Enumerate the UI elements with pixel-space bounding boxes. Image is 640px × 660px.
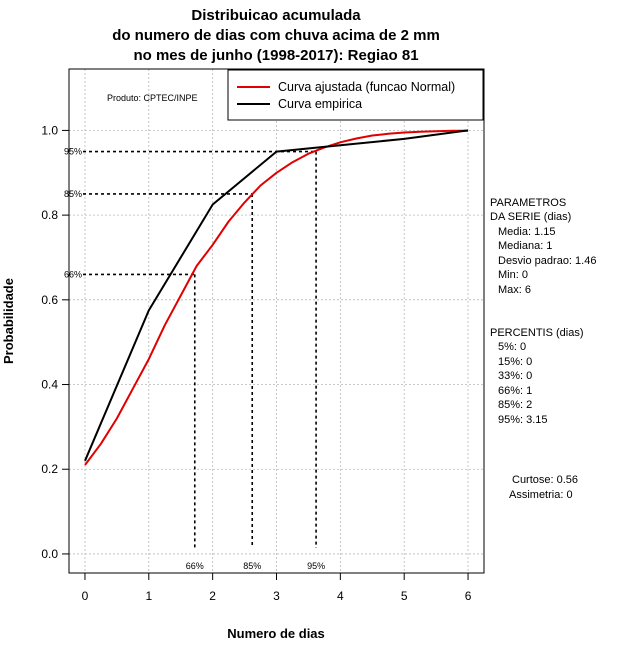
- legend-box: [227, 69, 484, 121]
- percentis-header: PERCENTIS (dias): [490, 327, 584, 339]
- fitted-normal-curve: [84, 129, 468, 466]
- y-tick-label: 0.8: [41, 208, 58, 222]
- percentile-label-bottom: 66%: [186, 561, 204, 571]
- percentile-label-left: 85%: [64, 189, 82, 199]
- x-tick-label: 6: [465, 589, 472, 603]
- x-tick-label: 1: [145, 589, 152, 603]
- y-tick-label: 0.4: [41, 378, 58, 392]
- percentile-label-left: 95%: [64, 147, 82, 157]
- series-lines: [84, 129, 469, 466]
- param-max: Max: 6: [498, 284, 531, 296]
- param-media: Media: 1.15: [498, 226, 555, 238]
- percentil-5: 5%: 0: [498, 341, 526, 353]
- percentil-33: 33%: 0: [498, 370, 532, 382]
- percentil-95: 95%: 3.15: [498, 414, 548, 426]
- legend: Curva ajustada (funcao Normal) Curva emp…: [227, 69, 484, 121]
- axis-ticks: 0 1 2 3 4 5 6 0.0 0.2 0.4 0.6 0.8 1.0: [41, 123, 471, 603]
- y-axis-label: Probabilidade: [1, 278, 16, 364]
- param-min: Min: 0: [498, 269, 528, 281]
- param-mediana: Mediana: 1: [498, 240, 552, 252]
- percentile-label-left: 66%: [64, 269, 82, 279]
- x-tick-label: 5: [401, 589, 408, 603]
- param-desvio: Desvio padrao: 1.46: [498, 255, 596, 267]
- y-tick-label: 0.2: [41, 462, 58, 476]
- assimetria-value: Assimetria: 0: [509, 489, 573, 501]
- y-tick-label: 0.6: [41, 293, 58, 307]
- y-tick-label: 0.0: [41, 547, 58, 561]
- legend-label-empirical: Curva empirica: [278, 97, 362, 111]
- parametros-header-line-1: PARAMETROS: [490, 197, 566, 209]
- chart-title-line-3: no mes de junho (1998-2017): Regiao 81: [133, 47, 418, 64]
- percentil-15: 15%: 0: [498, 356, 532, 368]
- chart-title-line-2: do numero de dias com chuva acima de 2 m…: [112, 27, 440, 44]
- percentil-85: 85%: 2: [498, 399, 532, 411]
- percentile-guides: 66% 66% 85% 85% 95% 95%: [64, 147, 325, 571]
- empirical-curve: [84, 129, 469, 462]
- side-panel: PARAMETROS DA SERIE (dias) Media: 1.15 M…: [490, 197, 596, 501]
- parametros-header-line-2: DA SERIE (dias): [490, 211, 571, 223]
- percentil-66: 66%: 1: [498, 385, 532, 397]
- legend-label-fitted: Curva ajustada (funcao Normal): [278, 80, 455, 94]
- chart-title-line-1: Distribuicao acumulada: [191, 7, 361, 24]
- x-tick-label: 2: [209, 589, 216, 603]
- x-axis-label: Numero de dias: [227, 626, 325, 641]
- x-tick-label: 3: [273, 589, 280, 603]
- curtose-value: Curtose: 0.56: [512, 474, 578, 486]
- percentile-label-bottom: 85%: [243, 561, 261, 571]
- percentile-label-bottom: 95%: [307, 561, 325, 571]
- grid-lines: [69, 69, 484, 573]
- x-tick-label: 4: [337, 589, 344, 603]
- x-tick-label: 0: [82, 589, 89, 603]
- y-tick-label: 1.0: [41, 123, 58, 137]
- product-label: Produto: CPTEC/INPE: [107, 93, 198, 103]
